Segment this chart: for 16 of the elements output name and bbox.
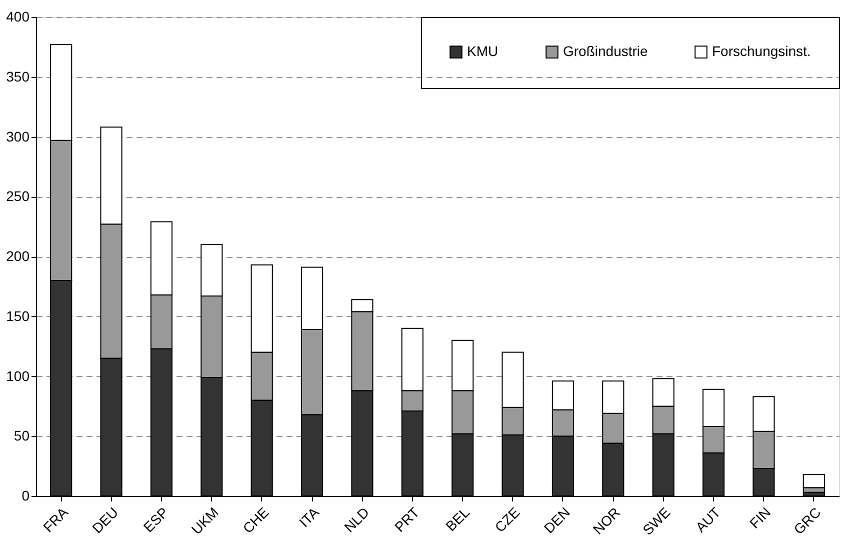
x-tick-label: BEL — [442, 504, 473, 534]
legend-label: Forschungsinst. — [712, 43, 811, 60]
legend-label: Großindustrie — [563, 43, 648, 60]
y-tick-label: 50 — [14, 428, 30, 444]
y-tick-label: 200 — [6, 248, 30, 264]
y-tick-label: 250 — [6, 188, 30, 204]
y-tick-label: 400 — [6, 8, 30, 24]
y-tick-label: 0 — [22, 488, 30, 504]
legend-label: KMU — [467, 43, 498, 60]
x-tick-label: FIN — [746, 504, 774, 532]
x-tick-label: ITA — [296, 504, 322, 530]
y-tick-label: 350 — [6, 68, 30, 84]
y-tick-label: 100 — [6, 368, 30, 384]
y-tick-label: 300 — [6, 128, 30, 144]
x-tick-label: FRA — [40, 504, 72, 536]
y-tick-label: 150 — [6, 308, 30, 324]
